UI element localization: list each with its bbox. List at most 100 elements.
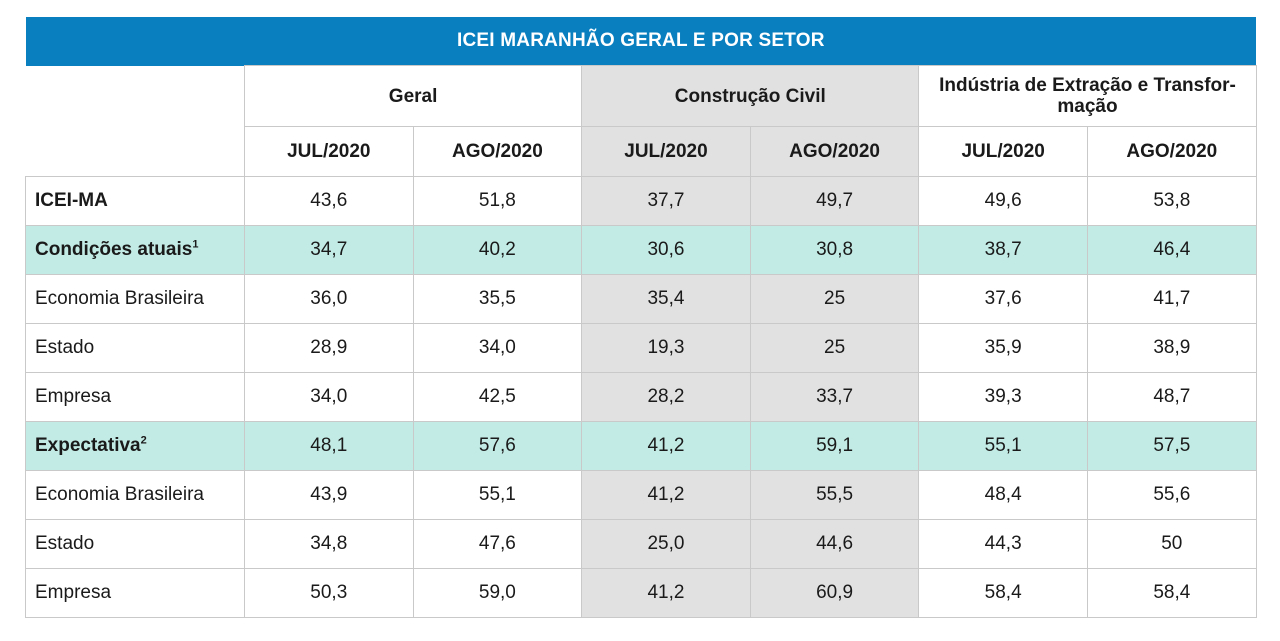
value-cell: 37,6 <box>918 274 1088 324</box>
footnote-marker: 1 <box>192 238 199 251</box>
period-header: AGO/2020 <box>749 126 920 177</box>
value-cell: 30,8 <box>749 225 920 275</box>
value-cell: 55,1 <box>918 421 1088 471</box>
value-cell: 48,7 <box>1086 372 1257 422</box>
value-cell: 41,7 <box>1086 274 1257 324</box>
value-cell: 58,4 <box>1086 568 1257 618</box>
value-cell: 19,3 <box>581 323 751 373</box>
row-label: Empresa <box>25 568 245 618</box>
value-cell: 44,3 <box>918 519 1088 569</box>
row-label-text: ICEI-MA <box>35 190 108 211</box>
value-cell: 34,8 <box>244 519 414 569</box>
value-cell: 30,6 <box>581 225 751 275</box>
table-row: Condições atuais1 34,7 40,2 30,6 30,8 38,7 46,… <box>25 225 1257 275</box>
row-label-text: Empresa <box>35 386 112 407</box>
row-label-text: Economia Brasileira <box>35 484 204 505</box>
value-cell: 46,4 <box>1086 225 1257 275</box>
value-cell: 28,2 <box>581 372 751 422</box>
row-label: Economia Brasileira <box>25 470 245 520</box>
table-row: Estado 28,9 34,0 19,3 25 35,9 38,9 <box>25 323 1257 373</box>
table-body: ICEI-MA 43,6 51,8 37,7 49,7 49,6 53,8 Condições… <box>25 176 1257 618</box>
value-cell: 48,1 <box>244 421 414 471</box>
row-label-text: Condições atuais <box>35 239 193 260</box>
group-header-industria-label: Indústria de Extração e Transfor-mação <box>939 75 1236 117</box>
value-cell: 47,6 <box>412 519 583 569</box>
corner-cell <box>25 65 245 177</box>
value-cell: 57,6 <box>412 421 583 471</box>
value-cell: 43,9 <box>244 470 414 520</box>
value-cell: 25,0 <box>581 519 751 569</box>
value-cell: 55,1 <box>412 470 583 520</box>
group-header-industria: Indústria de Extração e Transfor-mação <box>918 65 1257 127</box>
value-cell: 36,0 <box>244 274 414 324</box>
value-cell: 34,7 <box>244 225 414 275</box>
table-row: Expectativa2 48,1 57,6 41,2 59,1 55,1 57,5 <box>25 421 1257 471</box>
group-header-row: Geral Construção Civil Indústria de Extr… <box>25 65 1257 177</box>
table-row: Empresa 50,3 59,0 41,2 60,9 58,4 58,4 <box>25 568 1257 618</box>
value-cell: 25 <box>749 274 920 324</box>
value-cell: 41,2 <box>581 421 751 471</box>
row-label-text: Estado <box>35 533 95 554</box>
row-label-text: Estado <box>35 337 95 358</box>
value-cell: 49,7 <box>749 176 920 226</box>
table-row: Estado 34,8 47,6 25,0 44,6 44,3 50 <box>25 519 1257 569</box>
value-cell: 40,2 <box>412 225 583 275</box>
group-header-geral: Geral <box>243 65 583 127</box>
table-row: ICEI-MA 43,6 51,8 37,7 49,7 49,6 53,8 <box>25 176 1257 226</box>
value-cell: 42,5 <box>412 372 583 422</box>
value-cell: 48,4 <box>918 470 1088 520</box>
value-cell: 41,2 <box>581 568 751 618</box>
value-cell: 60,9 <box>749 568 920 618</box>
table-row: Economia Brasileira 43,9 55,1 41,2 55,5 48,4 5… <box>25 470 1257 520</box>
value-cell: 34,0 <box>244 372 414 422</box>
value-cell: 49,6 <box>918 176 1088 226</box>
value-cell: 37,7 <box>581 176 751 226</box>
value-cell: 44,6 <box>749 519 920 569</box>
value-cell: 50 <box>1086 519 1257 569</box>
value-cell: 33,7 <box>749 372 920 422</box>
value-cell: 41,2 <box>581 470 751 520</box>
icei-table-container: ICEI MARANHÃO GERAL E POR SETOR Geral Co… <box>25 17 1257 618</box>
footnote-marker: 2 <box>140 434 147 447</box>
period-header: JUL/2020 <box>244 126 414 177</box>
value-cell: 38,7 <box>918 225 1088 275</box>
value-cell: 34,0 <box>412 323 583 373</box>
value-cell: 38,9 <box>1086 323 1257 373</box>
row-label: Estado <box>25 323 245 373</box>
row-label-text: Empresa <box>35 582 112 603</box>
row-label: Economia Brasileira <box>25 274 245 324</box>
period-header: JUL/2020 <box>581 126 751 177</box>
value-cell: 59,1 <box>749 421 920 471</box>
period-header-row: JUL/2020 AGO/2020 JUL/2020 AGO/2020 JUL/… <box>26 126 1257 177</box>
period-header: JUL/2020 <box>918 126 1088 177</box>
value-cell: 57,5 <box>1086 421 1257 471</box>
value-cell: 25 <box>749 323 920 373</box>
table-row: Empresa 34,0 42,5 28,2 33,7 39,3 48,7 <box>25 372 1257 422</box>
icei-table: ICEI MARANHÃO GERAL E POR SETOR Geral Co… <box>25 17 1257 618</box>
row-label: Condições atuais1 <box>25 225 245 275</box>
value-cell: 55,6 <box>1086 470 1257 520</box>
value-cell: 28,9 <box>244 323 414 373</box>
value-cell: 58,4 <box>918 568 1088 618</box>
value-cell: 59,0 <box>412 568 583 618</box>
value-cell: 39,3 <box>918 372 1088 422</box>
value-cell: 35,4 <box>581 274 751 324</box>
value-cell: 51,8 <box>412 176 583 226</box>
row-label-text: Expectativa <box>35 435 141 456</box>
value-cell: 35,9 <box>918 323 1088 373</box>
period-header: AGO/2020 <box>1086 126 1257 177</box>
row-label: Empresa <box>25 372 245 422</box>
value-cell: 53,8 <box>1086 176 1257 226</box>
group-header-construcao-civil: Construção Civil <box>581 65 920 127</box>
value-cell: 50,3 <box>244 568 414 618</box>
title-row: ICEI MARANHÃO GERAL E POR SETOR <box>25 17 1257 66</box>
row-label: Estado <box>25 519 245 569</box>
row-label: Expectativa2 <box>25 421 245 471</box>
row-label: ICEI-MA <box>25 176 245 226</box>
period-header: AGO/2020 <box>412 126 583 177</box>
table-row: Economia Brasileira 36,0 35,5 35,4 25 37,6 41,… <box>25 274 1257 324</box>
value-cell: 43,6 <box>244 176 414 226</box>
value-cell: 55,5 <box>749 470 920 520</box>
row-label-text: Economia Brasileira <box>35 288 204 309</box>
value-cell: 35,5 <box>412 274 583 324</box>
